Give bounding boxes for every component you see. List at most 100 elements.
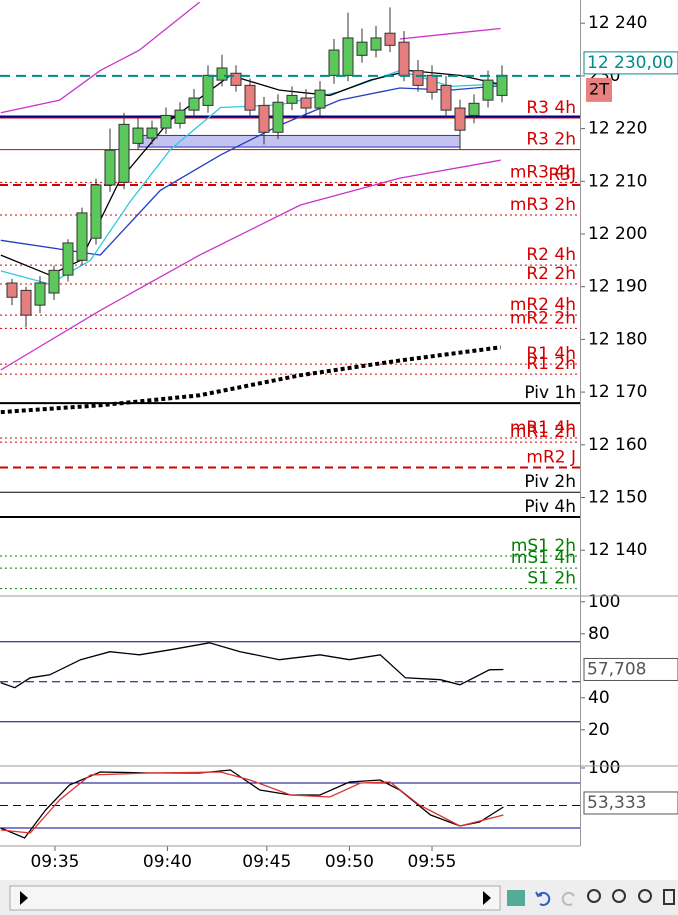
level-label: mR3 2h (510, 195, 576, 215)
candle-body (426, 74, 438, 93)
candle-body (286, 94, 298, 104)
line-series (0, 642, 504, 689)
level-label: R3 2h (526, 130, 576, 150)
redo-icon[interactable] (561, 891, 575, 906)
tool-icon[interactable] (507, 890, 525, 906)
candle-body (146, 127, 158, 139)
x-tick-label: 09:35 (30, 852, 79, 872)
candle-body (20, 289, 32, 316)
y-tick-label: 12 200 (588, 224, 647, 244)
y-tick-label: 12 190 (588, 277, 647, 297)
candle-body (314, 89, 326, 109)
scroll-left[interactable] (20, 891, 28, 905)
badge-box (586, 77, 612, 102)
level-label: Piv 1h (524, 383, 576, 403)
y-tick-label: 12 140 (588, 540, 647, 560)
candle-body (412, 70, 424, 86)
candle-body (34, 282, 46, 306)
level-label: R1 2h (526, 354, 576, 374)
candle-body (216, 67, 228, 81)
toolbar (0, 880, 678, 915)
candle-body (328, 49, 340, 76)
level-label: mR2 4h (510, 295, 576, 315)
line-series (0, 1, 501, 114)
candle-body (482, 79, 494, 101)
y-tick-label: 12 220 (588, 119, 647, 139)
fit-icon[interactable] (663, 889, 675, 905)
y-tick-label: 40 (588, 688, 610, 708)
zoom-out-icon[interactable] (612, 889, 626, 903)
candle-body (244, 84, 256, 111)
scroll-right[interactable] (483, 891, 491, 905)
candle-body (90, 184, 102, 239)
x-tick-label: 09:55 (408, 852, 457, 872)
candle-body (342, 37, 354, 76)
zoom-icon[interactable] (587, 889, 601, 903)
candle-body (258, 104, 270, 133)
value-box (583, 657, 678, 681)
y-tick-label: 12 180 (588, 329, 647, 349)
zoom-in-icon[interactable] (638, 889, 652, 903)
value-label: 12 230,00 (587, 53, 674, 73)
candle-body (202, 74, 214, 106)
pane (0, 641, 580, 723)
level-label: mR2 2h (510, 308, 576, 328)
value-label: 57,708 (587, 659, 646, 679)
undo-icon[interactable] (535, 891, 551, 906)
level-label: mR2 J (526, 447, 576, 467)
level-label: mR1 2h (510, 422, 576, 442)
value-label: 53,333 (587, 793, 646, 813)
level-label: mR1 4h (510, 418, 576, 438)
level-label: mR3 4h (510, 162, 576, 182)
value-box (583, 51, 678, 75)
level-label: Piv 2h (524, 472, 576, 492)
candle-body (300, 97, 312, 109)
candle-body (174, 109, 186, 124)
candle-body (118, 123, 130, 183)
value-box (583, 791, 678, 815)
badge-label: 2T (589, 79, 609, 98)
candle-body (132, 127, 144, 144)
line-series (0, 769, 504, 839)
y-tick-label: 100 (588, 758, 620, 778)
y-tick-label: 12 160 (588, 435, 647, 455)
line-series (0, 771, 504, 834)
candle-body (370, 37, 382, 51)
zone (138, 134, 461, 148)
candle-body (398, 41, 410, 76)
level-label: R1 4h (526, 344, 576, 364)
candle-body (356, 41, 368, 56)
x-tick-label: 09:45 (242, 852, 291, 872)
level-label: mS1 2h (511, 536, 576, 556)
candle-body (440, 84, 452, 111)
level-label: R3 4h (526, 98, 576, 118)
level-label: R2 4h (526, 245, 576, 265)
candle-body (160, 114, 172, 129)
y-tick-label: 12 170 (588, 382, 647, 402)
level-label: S1 2h (527, 569, 576, 589)
candle-body (48, 269, 60, 294)
y-tick-label: 100 (588, 592, 620, 612)
x-tick-label: 09:50 (325, 852, 374, 872)
candle-body (188, 97, 200, 111)
line-series (0, 159, 501, 371)
y-tick-label: 12 240 (588, 13, 647, 33)
level-label: R2 2h (526, 264, 576, 284)
candle-body (6, 282, 18, 298)
candle-body (496, 74, 508, 96)
candle-body (384, 32, 396, 46)
candle-body (272, 101, 284, 133)
y-tick-label: 20 (588, 720, 610, 740)
level-label: Piv 4h (524, 497, 576, 517)
pane (0, 1, 580, 590)
candle-body (230, 72, 242, 86)
y-tick-label: 12 150 (588, 488, 647, 508)
candle-body (454, 107, 466, 131)
candle-body (76, 212, 88, 261)
level-label: R3J (548, 165, 576, 185)
candle-body (468, 102, 480, 116)
y-tick-label: 80 (588, 624, 610, 644)
scrollbar[interactable] (9, 885, 501, 911)
candle-body (104, 149, 116, 186)
